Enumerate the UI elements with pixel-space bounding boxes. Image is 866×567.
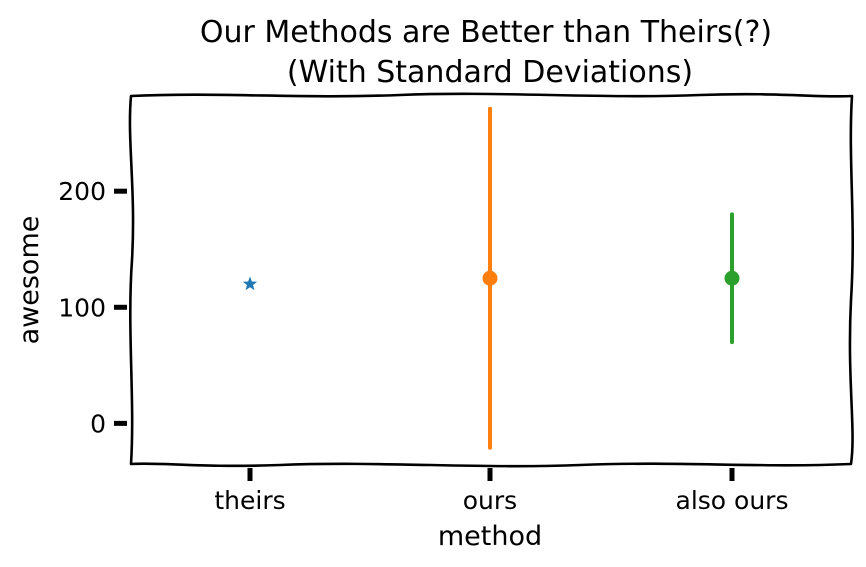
point-theirs — [242, 276, 258, 291]
plot-frame — [128, 92, 855, 468]
y-tick-label-100: 100 — [58, 293, 106, 322]
point-also-ours — [724, 270, 740, 286]
y-tick-label-200: 200 — [58, 177, 106, 206]
y-tick-label-0: 0 — [90, 409, 106, 438]
chart-title-line-1: Our Methods are Better than Theirs(?) — [200, 15, 772, 50]
x-axis: theirs ours also ours — [214, 468, 788, 515]
data-marks — [242, 106, 740, 450]
point-ours — [482, 270, 498, 286]
y-axis-label: awesome — [14, 216, 45, 345]
y-axis: 0 100 200 — [58, 177, 127, 438]
x-tick-label-also-ours: also ours — [676, 486, 789, 515]
x-axis-label: method — [438, 521, 542, 552]
x-tick-label-ours: ours — [463, 486, 517, 515]
chart-title-line-2: (With Standard Deviations) — [287, 55, 693, 90]
x-tick-label-theirs: theirs — [214, 486, 285, 515]
